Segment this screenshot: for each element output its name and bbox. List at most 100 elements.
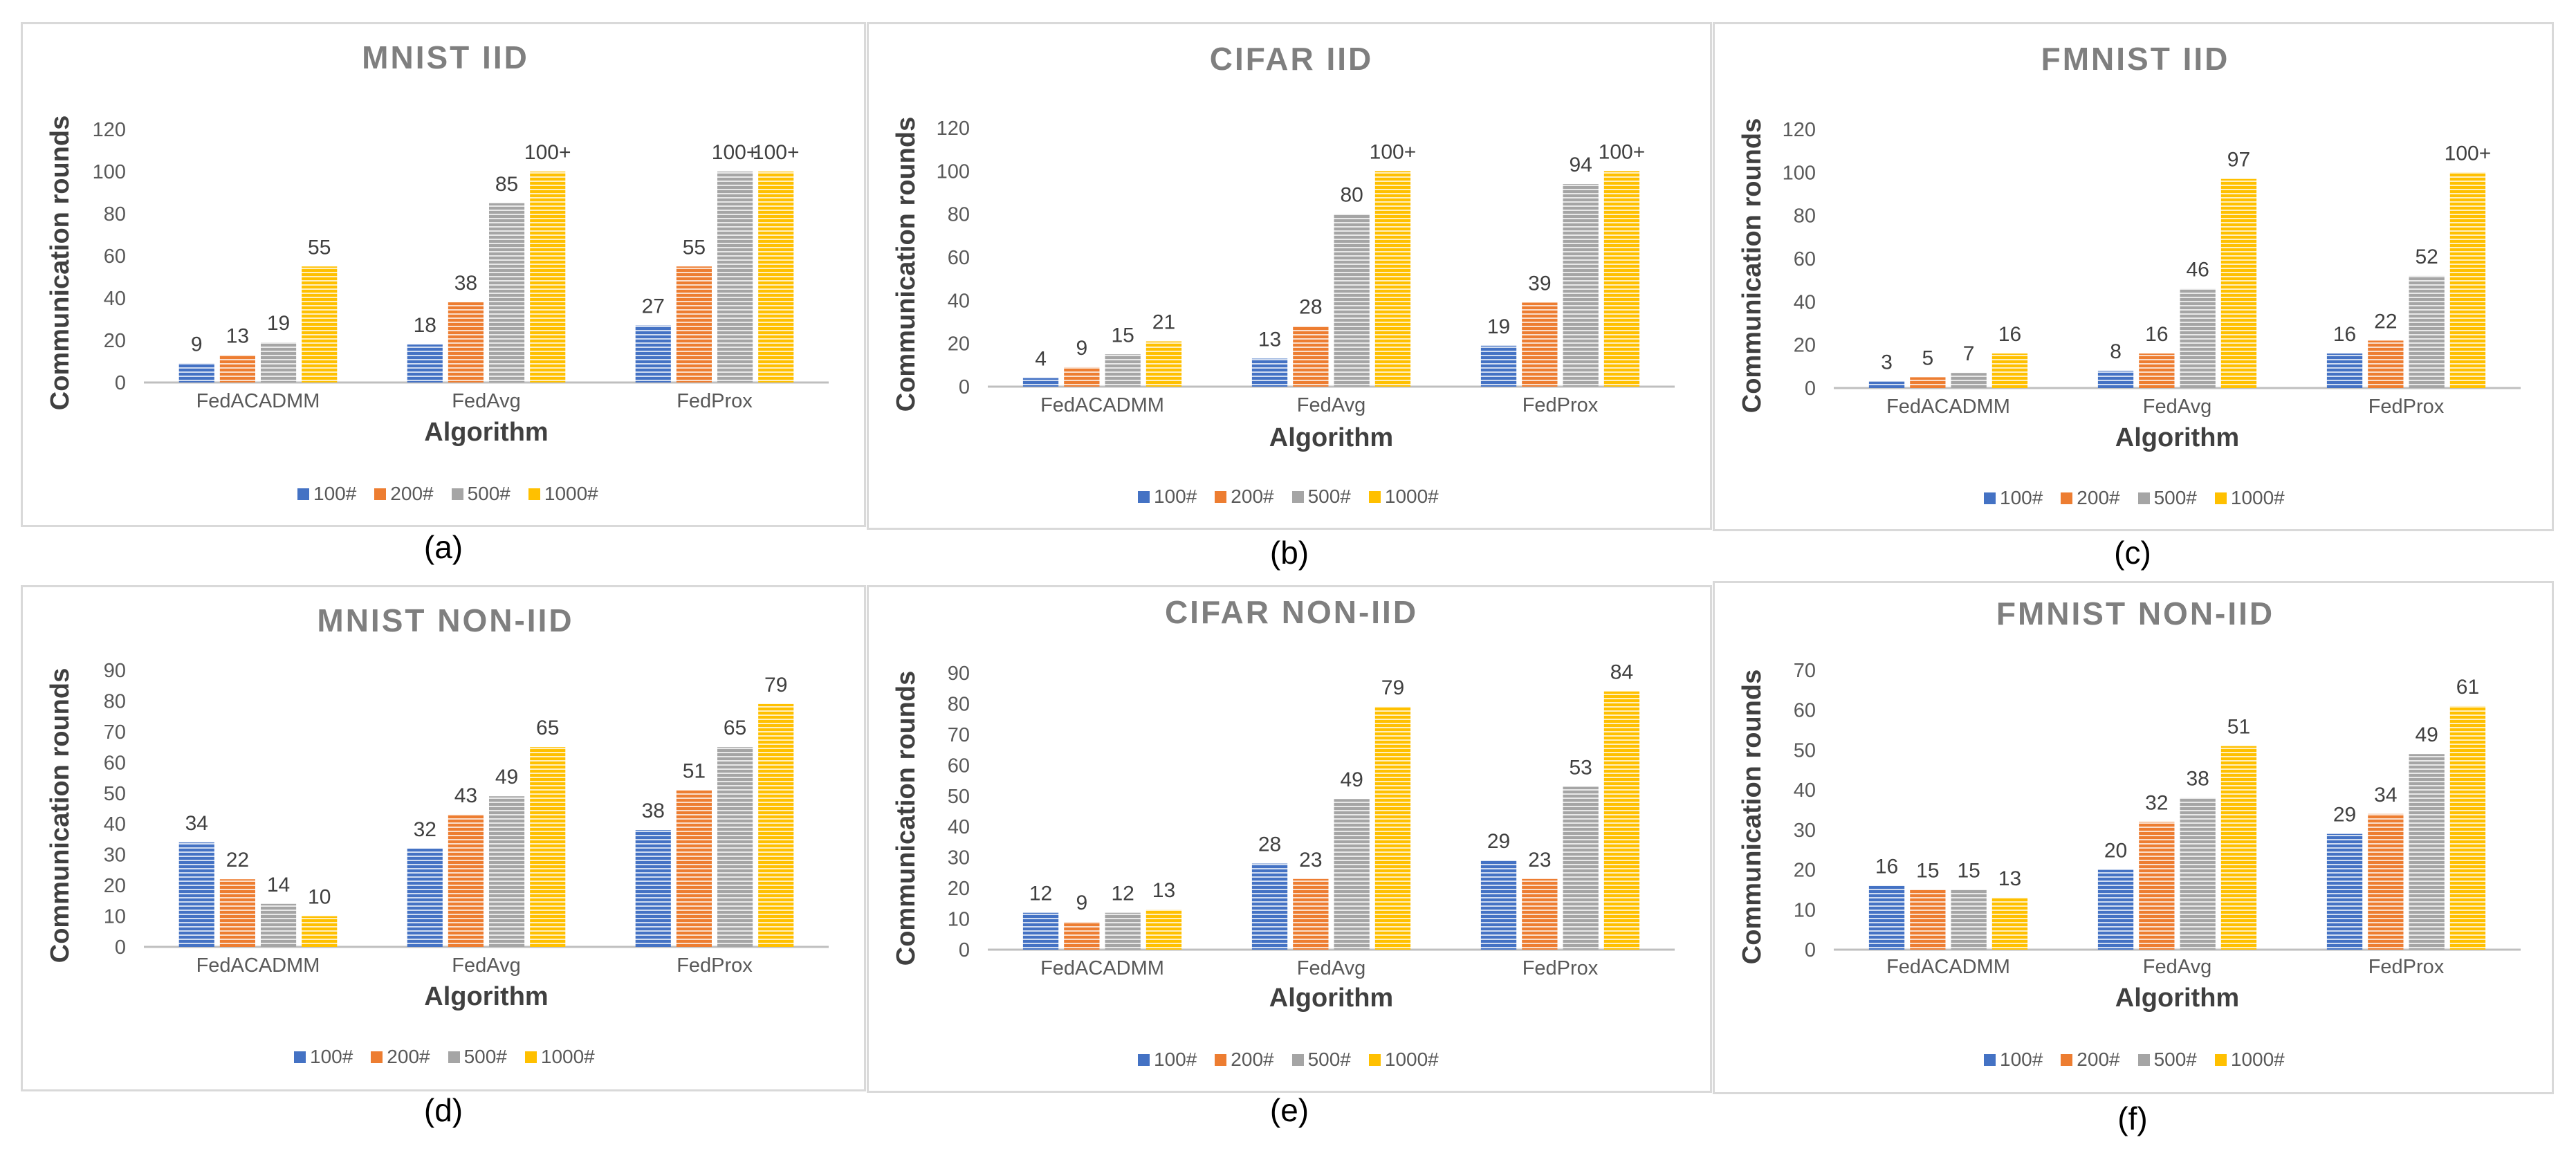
- data-label: 16: [1875, 856, 1898, 878]
- bar-200-FedACADMM: [219, 355, 255, 382]
- data-label: 38: [2186, 768, 2209, 791]
- y-tick-label: 120: [937, 118, 970, 140]
- bar-200-FedAvg: [1293, 326, 1329, 387]
- chart-panel-d: MNIST NON-IID 0 10 20 30 40 50 60 70 80 90 34 22 14 10…: [21, 585, 866, 1091]
- legend-a: 100# 200# 500# 1000#: [297, 483, 598, 505]
- bar-100-FedAvg: [1251, 863, 1288, 950]
- y-axis-label: Communication rounds: [1738, 118, 1767, 413]
- data-label: 61: [2456, 676, 2479, 699]
- data-label: 10: [308, 886, 331, 909]
- data-label: 94: [1569, 154, 1592, 176]
- y-tick-label: 50: [1794, 739, 1816, 762]
- data-label: 22: [2374, 310, 2397, 333]
- bar-200-FedAvg: [448, 814, 484, 947]
- legend-swatch: [1984, 1053, 1996, 1066]
- data-label: 19: [267, 312, 290, 335]
- data-label: 100+: [712, 141, 759, 164]
- data-label: 84: [1610, 661, 1633, 684]
- category-label: FedAvg: [452, 954, 520, 977]
- data-label: 49: [495, 766, 518, 788]
- legend-b: 100# 200# 500# 1000#: [1138, 486, 1439, 508]
- data-label: 85: [495, 173, 518, 196]
- y-tick-label: 40: [1794, 291, 1816, 313]
- y-tick-label: 120: [93, 119, 126, 141]
- chart-panel-e: CIFAR NON-IID 0 10 20 30 40 50 60 70 80 90 12 9 12 13 F…: [867, 585, 1712, 1093]
- bar-100-FedProx: [1480, 860, 1517, 950]
- legend-swatch: [2061, 1053, 2073, 1066]
- legend-item-200: 200#: [1215, 486, 1274, 508]
- data-label: 27: [642, 295, 665, 318]
- y-tick-label: 20: [104, 875, 126, 897]
- chart-title: FMNIST NON-IID: [1996, 596, 2274, 631]
- y-tick-label: 20: [1794, 335, 1816, 357]
- data-label: 79: [764, 674, 787, 697]
- chart-title: CIFAR NON-IID: [1165, 594, 1418, 630]
- legend-item-1000: 1000#: [2214, 487, 2285, 509]
- legend-label: 100#: [1154, 1049, 1197, 1070]
- y-tick-label: 60: [1794, 700, 1816, 722]
- bar-500-FedACADMM: [261, 903, 297, 947]
- y-tick-label: 80: [104, 690, 126, 712]
- category-label: FedProx: [677, 390, 753, 412]
- y-tick-label: 70: [948, 724, 970, 746]
- legend-item-200: 200#: [371, 1046, 430, 1068]
- legend-swatch: [374, 488, 387, 500]
- legend-label: 1000#: [2230, 1049, 2285, 1070]
- legend-swatch: [1215, 490, 1227, 503]
- legend-item-100: 100#: [1138, 1049, 1197, 1071]
- legend-label: 200#: [2077, 1049, 2120, 1070]
- data-label: 55: [683, 236, 706, 259]
- y-tick-label: 40: [1794, 780, 1816, 802]
- chart-svg-c: FMNIST IID 0 20 40 60 80 100 120 3 5 7 16 FedACADMM 8…: [1738, 41, 2521, 452]
- category-label: FedACADMM: [1040, 394, 1164, 416]
- y-tick-label: 90: [948, 663, 970, 685]
- legend-item-500: 500#: [1291, 1049, 1351, 1071]
- data-label: 79: [1381, 676, 1404, 699]
- chart-svg-f: FMNIST NON-IID 0 10 20 30 40 50 60 70 16 15 15 13 Fed…: [1738, 596, 2521, 1013]
- bar-500-FedAvg: [1334, 214, 1370, 387]
- legend-label: 200#: [1231, 1049, 1274, 1070]
- data-label: 9: [1076, 892, 1088, 914]
- bar-200-FedACADMM: [1064, 367, 1100, 387]
- legend-item-1000: 1000#: [528, 483, 598, 505]
- category-label: FedAvg: [2143, 956, 2211, 978]
- legend-item-200: 200#: [2061, 1049, 2120, 1071]
- data-label: 38: [642, 800, 665, 822]
- y-tick-label: 50: [104, 783, 126, 805]
- y-tick-label: 10: [1794, 899, 1816, 921]
- legend-label: 500#: [1307, 486, 1351, 507]
- y-axis-label: Communication rounds: [46, 116, 75, 410]
- y-tick-label: 100: [937, 160, 970, 183]
- data-label: 38: [454, 272, 477, 295]
- bar-200-FedProx: [1522, 878, 1558, 950]
- data-label: 51: [2227, 716, 2250, 739]
- chart-panel-a: MNIST IID 0 20 40 60 80 100 120 9 13 19 55 FedACADMM…: [21, 22, 866, 527]
- legend-label: 500#: [1307, 1049, 1351, 1070]
- bar-100-FedACADMM: [1022, 378, 1059, 387]
- data-label: 65: [536, 717, 559, 739]
- data-label: 18: [414, 314, 436, 337]
- data-label: 9: [191, 333, 203, 356]
- category-label: FedProx: [2368, 956, 2445, 978]
- data-label: 49: [1340, 768, 1363, 791]
- y-tick-label: 20: [948, 878, 970, 900]
- legend-swatch: [1215, 1053, 1227, 1066]
- caption-f: (f): [2117, 1100, 2148, 1136]
- legend-item-200: 200#: [2061, 487, 2120, 509]
- bar-100-FedAvg: [2097, 869, 2134, 950]
- y-tick-label: 10: [948, 909, 970, 931]
- data-label: 100+: [524, 141, 571, 164]
- y-tick-label: 100: [93, 161, 126, 183]
- y-tick-label: 40: [104, 813, 126, 836]
- caption-d: (d): [423, 1092, 463, 1128]
- y-tick-label: 0: [1805, 378, 1816, 400]
- bar-500-FedProx: [717, 172, 753, 382]
- legend-item-1000: 1000#: [1368, 1049, 1439, 1071]
- legend-item-100: 100#: [1984, 487, 2043, 509]
- data-label: 14: [267, 874, 290, 896]
- bar-100-FedACADMM: [1868, 885, 1905, 950]
- legend-d: 100# 200# 500# 1000#: [294, 1046, 595, 1068]
- bar-100-FedACADMM: [178, 363, 214, 382]
- bar-500-FedProx: [2409, 754, 2445, 950]
- bar-1000-FedProx: [1603, 691, 1640, 950]
